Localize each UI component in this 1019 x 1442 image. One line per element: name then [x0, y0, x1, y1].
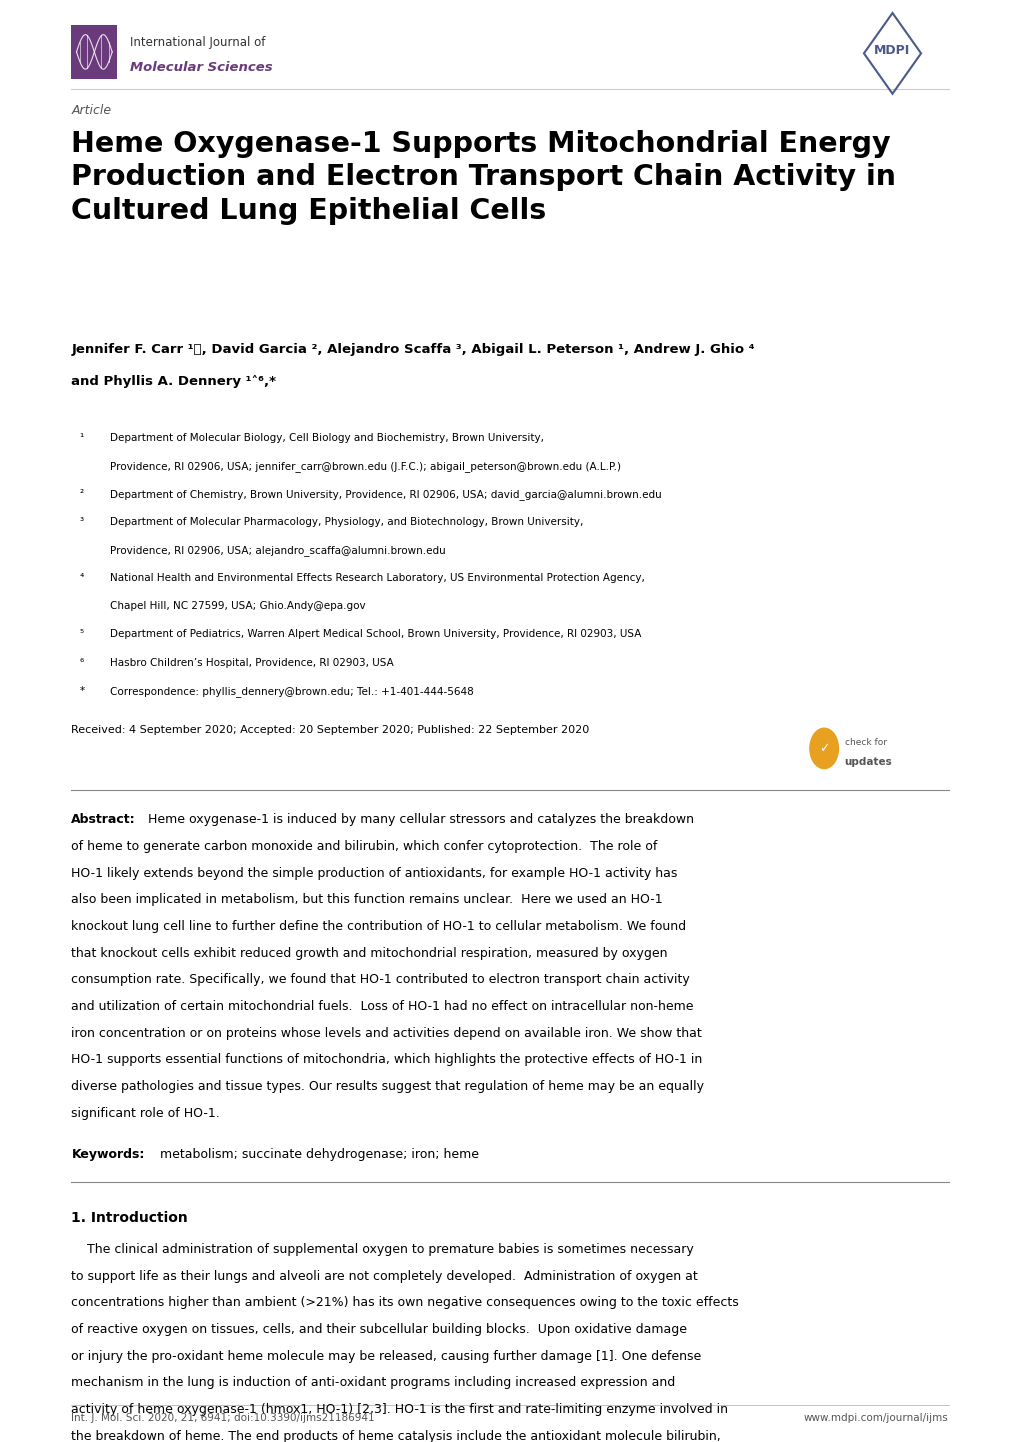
Text: consumption rate. Specifically, we found that HO-1 contributed to electron trans: consumption rate. Specifically, we found…	[71, 973, 690, 986]
Text: significant role of HO-1.: significant role of HO-1.	[71, 1106, 220, 1120]
Text: also been implicated in metabolism, but this function remains unclear.  Here we : also been implicated in metabolism, but …	[71, 893, 662, 907]
Text: Department of Molecular Biology, Cell Biology and Biochemistry, Brown University: Department of Molecular Biology, Cell Bi…	[110, 433, 543, 443]
Text: Department of Pediatrics, Warren Alpert Medical School, Brown University, Provid: Department of Pediatrics, Warren Alpert …	[110, 629, 641, 639]
Text: *: *	[79, 685, 85, 695]
Text: the breakdown of heme. The end products of heme catalysis include the antioxidan: the breakdown of heme. The end products …	[71, 1429, 720, 1442]
Text: Jennifer F. Carr ¹ⓘ, David Garcia ², Alejandro Scaffa ³, Abigail L. Peterson ¹, : Jennifer F. Carr ¹ⓘ, David Garcia ², Ale…	[71, 343, 754, 356]
Text: Abstract:: Abstract:	[71, 813, 136, 826]
Text: that knockout cells exhibit reduced growth and mitochondrial respiration, measur: that knockout cells exhibit reduced grow…	[71, 946, 667, 960]
Text: Heme oxygenase-1 is induced by many cellular stressors and catalyzes the breakdo: Heme oxygenase-1 is induced by many cell…	[144, 813, 693, 826]
Text: HO-1 likely extends beyond the simple production of antioxidants, for example HO: HO-1 likely extends beyond the simple pr…	[71, 867, 677, 880]
Text: iron concentration or on proteins whose levels and activities depend on availabl: iron concentration or on proteins whose …	[71, 1027, 701, 1040]
Text: diverse pathologies and tissue types. Our results suggest that regulation of hem: diverse pathologies and tissue types. Ou…	[71, 1080, 704, 1093]
Text: Department of Chemistry, Brown University, Providence, RI 02906, USA; david_garc: Department of Chemistry, Brown Universit…	[110, 489, 661, 500]
Text: Article: Article	[71, 104, 111, 117]
Circle shape	[809, 728, 838, 769]
Text: 1. Introduction: 1. Introduction	[71, 1211, 187, 1226]
Text: Providence, RI 02906, USA; alejandro_scaffa@alumni.brown.edu: Providence, RI 02906, USA; alejandro_sca…	[110, 545, 445, 557]
Text: Int. J. Mol. Sci. 2020, 21, 6941; doi:10.3390/ijms21186941: Int. J. Mol. Sci. 2020, 21, 6941; doi:10…	[71, 1413, 375, 1423]
Text: Molecular Sciences: Molecular Sciences	[129, 61, 272, 74]
Text: ⁴: ⁴	[79, 572, 84, 583]
Text: and Phyllis A. Dennery ¹˄⁶,*: and Phyllis A. Dennery ¹˄⁶,*	[71, 375, 276, 388]
Text: check for: check for	[844, 738, 886, 747]
Text: ¹: ¹	[79, 433, 84, 443]
Text: HO-1 supports essential functions of mitochondria, which highlights the protecti: HO-1 supports essential functions of mit…	[71, 1053, 702, 1067]
Text: to support life as their lungs and alveoli are not completely developed.  Admini: to support life as their lungs and alveo…	[71, 1269, 697, 1283]
Text: or injury the pro-oxidant heme molecule may be released, causing further damage : or injury the pro-oxidant heme molecule …	[71, 1350, 701, 1363]
Text: Heme Oxygenase-1 Supports Mitochondrial Energy
Production and Electron Transport: Heme Oxygenase-1 Supports Mitochondrial …	[71, 130, 896, 225]
Text: ⁶: ⁶	[79, 658, 84, 668]
Text: www.mdpi.com/journal/ijms: www.mdpi.com/journal/ijms	[803, 1413, 948, 1423]
Text: Chapel Hill, NC 27599, USA; Ghio.Andy@epa.gov: Chapel Hill, NC 27599, USA; Ghio.Andy@ep…	[110, 601, 366, 611]
Text: and utilization of certain mitochondrial fuels.  Loss of HO-1 had no effect on i: and utilization of certain mitochondrial…	[71, 999, 693, 1014]
Text: Department of Molecular Pharmacology, Physiology, and Biotechnology, Brown Unive: Department of Molecular Pharmacology, Ph…	[110, 516, 583, 526]
Text: metabolism; succinate dehydrogenase; iron; heme: metabolism; succinate dehydrogenase; iro…	[156, 1148, 479, 1161]
Text: concentrations higher than ambient (>21%) has its own negative consequences owin: concentrations higher than ambient (>21%…	[71, 1296, 739, 1309]
Text: Hasbro Children’s Hospital, Providence, RI 02903, USA: Hasbro Children’s Hospital, Providence, …	[110, 658, 393, 668]
Text: The clinical administration of supplemental oxygen to premature babies is someti: The clinical administration of supplemen…	[71, 1243, 694, 1256]
Text: of heme to generate carbon monoxide and bilirubin, which confer cytoprotection. : of heme to generate carbon monoxide and …	[71, 839, 657, 854]
Text: Correspondence: phyllis_dennery@brown.edu; Tel.: +1-401-444-5648: Correspondence: phyllis_dennery@brown.ed…	[110, 685, 474, 696]
Text: Providence, RI 02906, USA; jennifer_carr@brown.edu (J.F.C.); abigail_peterson@br: Providence, RI 02906, USA; jennifer_carr…	[110, 461, 621, 472]
Text: of reactive oxygen on tissues, cells, and their subcellular building blocks.  Up: of reactive oxygen on tissues, cells, an…	[71, 1322, 687, 1337]
FancyBboxPatch shape	[71, 25, 117, 79]
Text: Keywords:: Keywords:	[71, 1148, 145, 1161]
Text: knockout lung cell line to further define the contribution of HO-1 to cellular m: knockout lung cell line to further defin…	[71, 920, 686, 933]
Text: International Journal of: International Journal of	[129, 36, 265, 49]
Text: ²: ²	[79, 489, 84, 499]
Text: MDPI: MDPI	[873, 43, 910, 58]
Text: National Health and Environmental Effects Research Laboratory, US Environmental : National Health and Environmental Effect…	[110, 572, 644, 583]
Text: Received: 4 September 2020; Accepted: 20 September 2020; Published: 22 September: Received: 4 September 2020; Accepted: 20…	[71, 725, 589, 735]
Text: ³: ³	[79, 516, 84, 526]
Text: activity of heme oxygenase-1 (hmox1, HO-1) [2,3]. HO-1 is the first and rate-lim: activity of heme oxygenase-1 (hmox1, HO-…	[71, 1403, 728, 1416]
Text: ⁵: ⁵	[79, 629, 84, 639]
Text: updates: updates	[844, 757, 892, 767]
Text: mechanism in the lung is induction of anti-oxidant programs including increased : mechanism in the lung is induction of an…	[71, 1376, 675, 1390]
Text: ✓: ✓	[818, 741, 828, 756]
